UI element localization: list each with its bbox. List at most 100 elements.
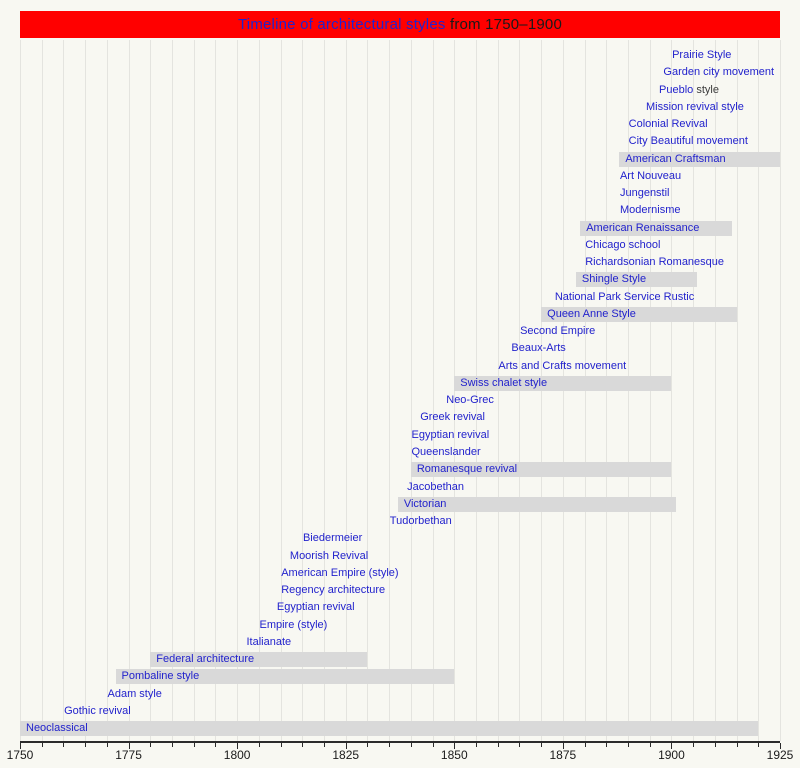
gridline <box>193 40 195 741</box>
style-link[interactable]: Biedermeier <box>302 532 363 545</box>
style-label[interactable]: National Park Service Rustic <box>555 290 694 305</box>
style-label[interactable]: Queenslander <box>412 445 481 460</box>
style-bar <box>397 496 676 512</box>
style-suffix: style <box>693 83 719 96</box>
style-label[interactable]: Modernisme <box>620 203 681 218</box>
style-bar <box>619 151 780 167</box>
axis-tick <box>714 743 716 747</box>
style-bar <box>454 375 672 391</box>
style-link[interactable]: Egyptian revival <box>411 428 490 441</box>
style-label[interactable]: Colonial Revival <box>629 117 708 132</box>
style-label[interactable]: Biedermeier <box>303 531 362 546</box>
style-link[interactable]: Swiss chalet style <box>460 376 548 389</box>
style-link[interactable]: American Craftsman <box>625 152 726 165</box>
style-label[interactable]: Second Empire <box>520 324 595 339</box>
style-bar <box>150 652 368 668</box>
style-label[interactable]: American Craftsman <box>625 152 725 167</box>
style-label[interactable]: Neo-Grec <box>446 393 494 408</box>
axis-year-label: 1800 <box>223 748 251 762</box>
timeline-title-suffix: from 1750–1900 <box>445 16 562 33</box>
style-link[interactable]: Italianate <box>246 635 292 648</box>
style-link[interactable]: Greek revival <box>420 411 485 424</box>
style-link[interactable]: Moorish Revival <box>289 549 369 562</box>
style-link[interactable]: Neoclassical <box>26 722 88 735</box>
style-label[interactable]: Moorish Revival <box>290 549 368 564</box>
style-label[interactable]: Regency architecture <box>281 583 385 598</box>
style-label[interactable]: Empire (style) <box>260 618 328 633</box>
style-link[interactable]: Queenslander <box>411 445 481 458</box>
style-link[interactable]: Romanesque revival <box>416 463 518 476</box>
gridline <box>41 40 43 741</box>
style-label[interactable]: City Beautiful movement <box>629 134 748 149</box>
style-link[interactable]: Egyptian revival <box>276 601 355 614</box>
axis-tick <box>106 743 108 747</box>
style-label[interactable]: Shingle Style <box>582 272 646 287</box>
style-label[interactable]: Queen Anne Style <box>547 307 636 322</box>
style-link[interactable]: Gothic revival <box>64 704 131 717</box>
style-label[interactable]: Pueblo style <box>659 83 719 98</box>
style-link[interactable]: Garden city movement <box>663 66 775 79</box>
style-link[interactable]: Beaux-Arts <box>511 342 566 355</box>
style-label[interactable]: Federal architecture <box>156 652 254 667</box>
style-link[interactable]: Richardsonian Romanesque <box>585 256 725 269</box>
style-label[interactable]: Pombaline style <box>122 669 200 684</box>
style-link[interactable]: Tudorbethan <box>389 515 452 528</box>
style-label[interactable]: Chicago school <box>585 238 660 253</box>
style-label[interactable]: Art Nouveau <box>620 169 681 184</box>
axis-tick <box>128 743 130 749</box>
style-label[interactable]: Jacobethan <box>407 480 464 495</box>
axis-tick <box>606 743 608 747</box>
style-link[interactable]: Art Nouveau <box>619 169 682 182</box>
style-link[interactable]: Mission revival style <box>646 100 744 113</box>
style-label[interactable]: Prairie Style <box>672 48 731 63</box>
style-label[interactable]: Gothic revival <box>64 704 131 719</box>
style-link[interactable]: Regency architecture <box>281 584 386 597</box>
style-label[interactable]: Richardsonian Romanesque <box>585 255 724 270</box>
style-link[interactable]: Second Empire <box>520 325 596 338</box>
style-label[interactable]: Tudorbethan <box>390 514 452 529</box>
style-link[interactable]: Federal architecture <box>156 653 255 666</box>
gridline <box>150 40 152 741</box>
gridline <box>302 40 304 741</box>
gridline <box>780 40 781 741</box>
style-link[interactable]: Modernisme <box>619 204 681 217</box>
style-link[interactable]: Prairie Style <box>672 49 732 61</box>
style-link[interactable]: Pueblo <box>659 83 694 96</box>
axis-tick <box>193 743 195 747</box>
style-label[interactable]: Egyptian revival <box>412 428 490 443</box>
style-link[interactable]: Empire (style) <box>259 618 328 631</box>
style-link[interactable]: Neo-Grec <box>446 394 494 407</box>
style-link[interactable]: City Beautiful movement <box>628 135 748 148</box>
style-label[interactable]: Beaux-Arts <box>511 341 565 356</box>
style-label[interactable]: Swiss chalet style <box>460 376 547 391</box>
style-link[interactable]: Victorian <box>403 497 447 510</box>
style-link[interactable]: American Renaissance <box>586 221 700 234</box>
style-label[interactable]: Jungenstil <box>620 186 670 201</box>
style-link[interactable]: Adam style <box>107 687 162 700</box>
style-link[interactable]: National Park Service Rustic <box>554 290 695 303</box>
style-label[interactable]: American Renaissance <box>586 221 699 236</box>
style-label[interactable]: American Empire (style) <box>281 566 398 581</box>
timeline-title-link[interactable]: Timeline of architectural styles <box>237 16 446 33</box>
style-link[interactable]: Chicago school <box>585 238 661 251</box>
style-link[interactable]: Queen Anne Style <box>547 307 636 320</box>
style-label[interactable]: Adam style <box>108 687 162 702</box>
style-label[interactable]: Arts and Crafts movement <box>498 359 626 374</box>
style-label[interactable]: Neoclassical <box>26 721 88 736</box>
style-link[interactable]: American Empire (style) <box>281 566 399 579</box>
gridline <box>736 40 738 741</box>
style-link[interactable]: Jacobethan <box>407 480 465 493</box>
style-link[interactable]: Pombaline style <box>121 670 200 683</box>
style-link[interactable]: Shingle Style <box>581 273 647 286</box>
style-label[interactable]: Italianate <box>246 635 291 650</box>
axis-year-label: 1900 <box>658 748 685 762</box>
style-link[interactable]: Jungenstil <box>619 187 670 200</box>
style-link[interactable]: Arts and Crafts movement <box>498 359 627 372</box>
style-link[interactable]: Colonial Revival <box>628 118 708 131</box>
style-label[interactable]: Mission revival style <box>646 100 744 115</box>
style-label[interactable]: Romanesque revival <box>417 462 517 477</box>
style-label[interactable]: Victorian <box>404 497 447 512</box>
style-label[interactable]: Egyptian revival <box>277 600 355 615</box>
style-label[interactable]: Greek revival <box>420 410 485 425</box>
style-label[interactable]: Garden city movement <box>663 65 774 80</box>
